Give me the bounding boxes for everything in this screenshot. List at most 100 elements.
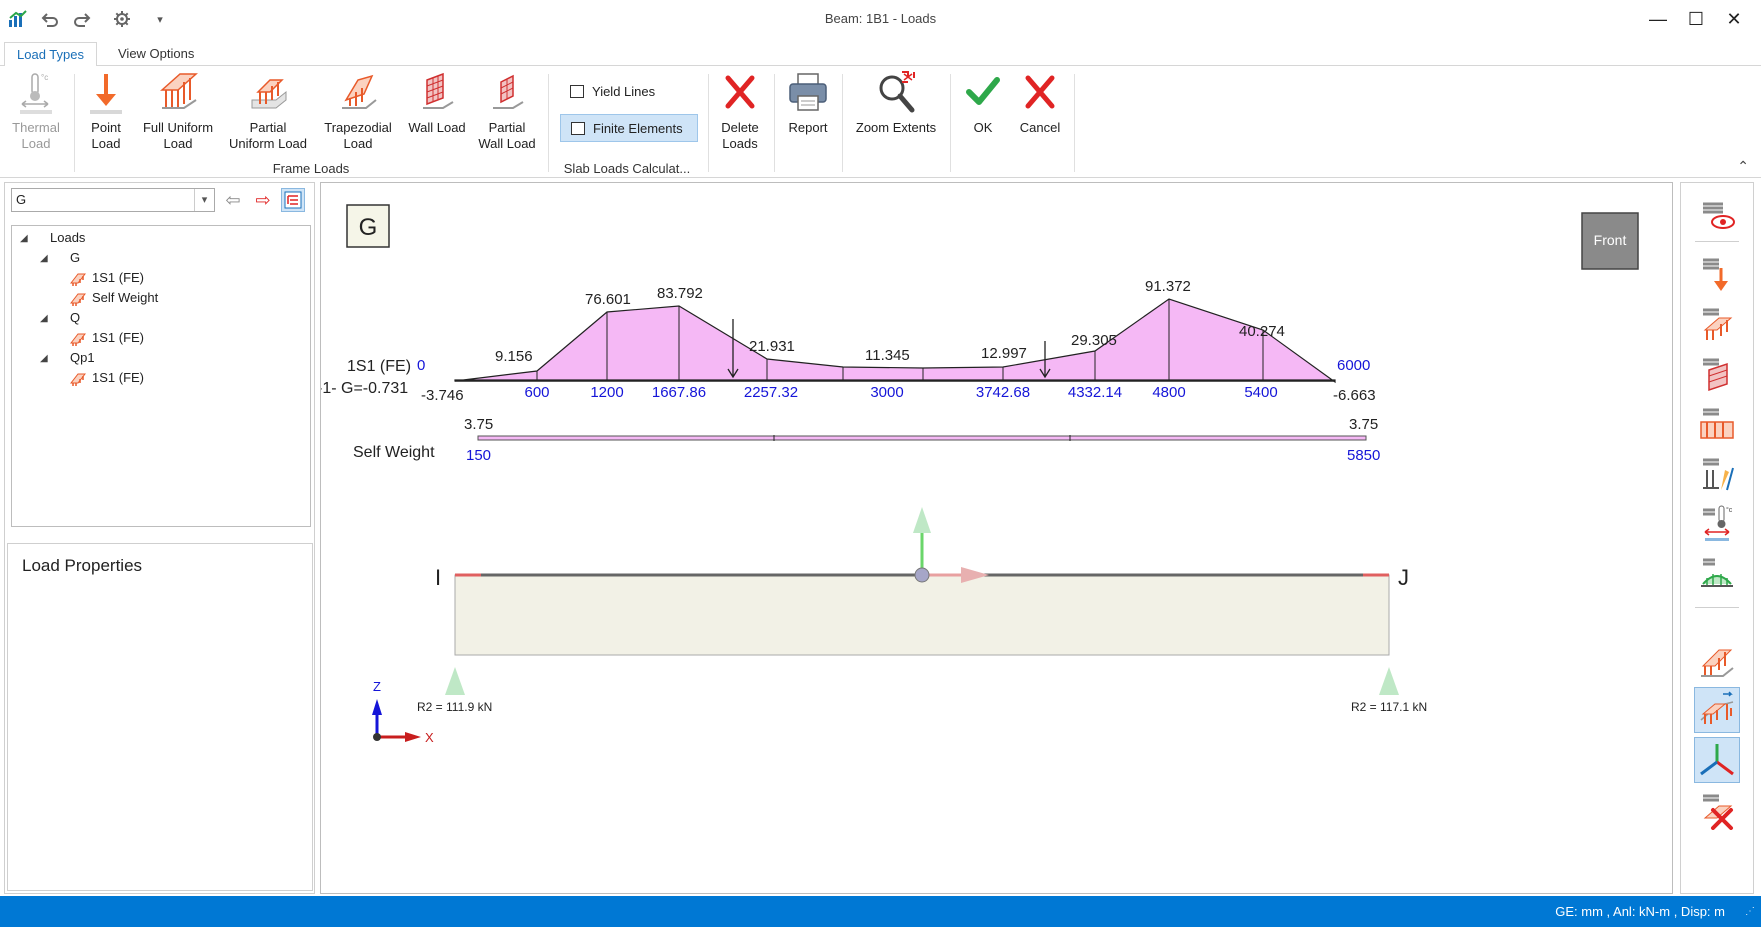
toolbar-separator: [1695, 241, 1739, 242]
tree-item-self-weight[interactable]: Self Weight: [70, 288, 158, 308]
trapezoidal-load-label-2: Load: [343, 136, 373, 151]
quick-access-dropdown-icon[interactable]: ▾: [157, 13, 163, 26]
point-load-button[interactable]: Point Load: [80, 70, 132, 152]
collapse-ribbon-icon[interactable]: ⌃: [1737, 158, 1749, 174]
tab-view-options[interactable]: View Options: [118, 46, 195, 61]
window-title: Beam: 1B1 - Loads: [824, 11, 937, 26]
thermal-load-icon: °c: [14, 70, 58, 116]
load-position-label: 3742.68: [976, 384, 1030, 401]
tab-load-types[interactable]: Load Types: [4, 42, 97, 67]
svg-text:°c: °c: [41, 73, 48, 82]
undo-icon[interactable]: [38, 8, 62, 30]
self-weight-end-position: 5850: [1347, 447, 1380, 464]
layers-eye-icon: [1703, 202, 1735, 229]
layers-visibility-button[interactable]: [1694, 191, 1740, 237]
tree-group-q[interactable]: Q: [70, 308, 80, 328]
distributed-load-icon: [70, 333, 86, 346]
thermal-load-label-1: Thermal: [12, 120, 60, 135]
redo-icon[interactable]: [70, 8, 94, 30]
partial-uniform-load-button[interactable]: Partial Uniform Load: [222, 70, 314, 152]
previous-arrow-icon[interactable]: ⇦: [225, 189, 241, 210]
tree-view-toggle-button[interactable]: [281, 188, 305, 212]
distributed-load-icon: [70, 373, 86, 386]
tree-group-g[interactable]: G: [70, 248, 80, 268]
show-wall-loads-button[interactable]: [1694, 351, 1740, 397]
tree-root-label: Loads: [50, 230, 86, 245]
global-axis-z-arrowhead: [372, 699, 382, 715]
show-moving-loads-button[interactable]: [1694, 551, 1740, 597]
tree-expander-icon[interactable]: ◢: [40, 353, 48, 364]
self-weight-load-bar: [477, 435, 1367, 441]
load-case-select[interactable]: G ▾: [11, 188, 215, 212]
load-values-toggle-button[interactable]: [1694, 687, 1740, 733]
show-point-loads-button[interactable]: [1694, 251, 1740, 297]
partial-wall-load-icon: [485, 70, 529, 116]
left-support-icon: [445, 667, 465, 695]
report-button[interactable]: Report: [778, 70, 838, 136]
partial-uniform-load-icon: [246, 70, 290, 116]
tree-root-loads[interactable]: Loads: [50, 228, 85, 248]
cancel-button[interactable]: Cancel: [1012, 70, 1068, 136]
partial-wall-load-label-1: Partial: [488, 120, 526, 135]
front-view-button[interactable]: [1581, 212, 1639, 270]
show-area-loads-button[interactable]: [1694, 401, 1740, 447]
distributed-load-icon: [70, 273, 86, 286]
app-logo-icon[interactable]: [6, 8, 30, 30]
wall-load-button[interactable]: Wall Load: [404, 70, 470, 136]
tree-item-1s1-fe-g[interactable]: 1S1 (FE): [70, 268, 144, 288]
settings-gear-icon[interactable]: [110, 8, 134, 30]
load-diagram-button[interactable]: [1694, 637, 1740, 683]
partial-uniform-load-label-2: Uniform Load: [228, 136, 308, 151]
maximize-button[interactable]: ☐: [1687, 8, 1705, 29]
load-value-label: -3.746: [421, 387, 464, 404]
show-thermal-loads-button[interactable]: °c: [1694, 501, 1740, 547]
partial-wall-load-button[interactable]: Partial Wall Load: [474, 70, 540, 152]
tree-item-1s1-fe-q[interactable]: 1S1 (FE): [70, 328, 144, 348]
zoom-extents-icon: [874, 70, 918, 116]
status-bar: GE: mm , Anl: kN-m , Disp: m ⋰: [0, 896, 1761, 927]
tree-expander-icon[interactable]: ◢: [40, 253, 48, 264]
show-support-loads-button[interactable]: [1694, 451, 1740, 497]
show-distributed-loads-button[interactable]: [1694, 301, 1740, 347]
load-value-label: 12.997: [981, 345, 1027, 362]
ribbon-separator: [74, 74, 75, 172]
load-value-label: 21.931: [749, 338, 795, 355]
axes-toggle-button[interactable]: [1694, 737, 1740, 783]
point-load-label-2: Load: [91, 136, 121, 151]
load-position-label: 5400: [1244, 384, 1277, 401]
axes-icon: [1700, 744, 1734, 776]
delete-selected-loads-button[interactable]: [1694, 787, 1740, 833]
beam-loads-canvas[interactable]: G Front 1S1 (FE) -1- G=-0.731 -3.746 -6: [317, 182, 1673, 894]
tree-item-1s1-fe-qp1[interactable]: 1S1 (FE): [70, 368, 144, 388]
full-uniform-load-button[interactable]: Full Uniform Load: [138, 70, 218, 152]
yield-lines-button[interactable]: Yield Lines: [560, 78, 669, 106]
tree-expander-icon[interactable]: ◢: [40, 313, 48, 324]
thermal-load-button[interactable]: °c Thermal Load: [10, 70, 62, 152]
delete-loads-button[interactable]: Delete Loads: [712, 70, 768, 152]
local-axis-z-arrowhead: [913, 507, 931, 533]
trapezoidal-load-button[interactable]: Trapezodial Load: [318, 70, 398, 152]
printer-icon: [786, 70, 830, 116]
minimize-button[interactable]: —: [1649, 8, 1667, 29]
tree-group-label: G: [70, 250, 81, 265]
trapezoidal-load-label-1: Trapezodial: [324, 120, 392, 135]
ribbon-separator: [548, 74, 549, 172]
resize-grip-icon[interactable]: ⋰: [1745, 906, 1755, 917]
thermal-load-label-2: Load: [21, 136, 51, 151]
chevron-down-icon[interactable]: ▾: [194, 189, 214, 211]
tree-expander-icon[interactable]: ◢: [20, 233, 28, 244]
global-axis-x-arrowhead: [405, 732, 421, 742]
partial-wall-load-label-2: Wall Load: [478, 136, 536, 151]
wall-load-icon: [415, 70, 459, 116]
moving-load-layer-icon: [1701, 558, 1733, 587]
close-window-button[interactable]: ✕: [1726, 8, 1742, 29]
load-properties-panel: Load Properties: [7, 543, 313, 891]
next-arrow-icon[interactable]: ⇨: [255, 189, 271, 210]
ok-button[interactable]: OK: [958, 70, 1008, 136]
tree-item-label: 1S1 (FE): [92, 370, 145, 385]
zoom-extents-button[interactable]: Zoom Extents: [848, 70, 944, 136]
tree-group-qp1[interactable]: Qp1: [70, 348, 95, 368]
finite-elements-button[interactable]: Finite Elements: [560, 114, 698, 142]
global-axis-origin: [373, 733, 381, 741]
delete-loads-label-2: Loads: [722, 136, 758, 151]
